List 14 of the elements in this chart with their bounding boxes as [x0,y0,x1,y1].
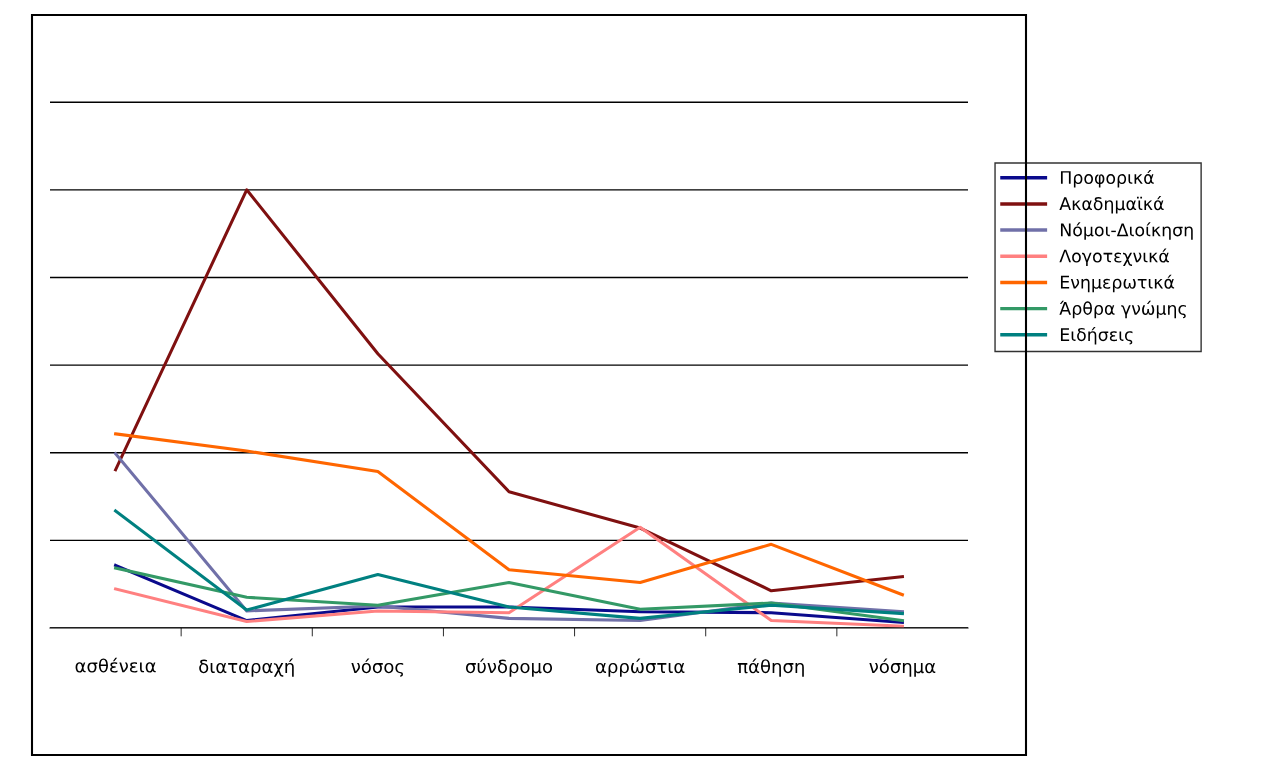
x-tick-label: σύνδρομο [465,658,553,677]
x-tick-label: διαταραχή [199,658,294,677]
legend-label: Λογοτεχνικά [1059,248,1169,266]
x-tick-label: ασθένεια [75,657,156,673]
legend-label: Άρθρα γνώμης [1059,300,1186,319]
x-tick-label: αρρώστια [596,658,685,677]
legend-label: Ειδήσεις [1060,327,1133,345]
legend-label: Ακαδημαϊκά [1059,196,1164,214]
x-tick-label: νόσημα [869,658,936,677]
x-tick-label: νόσος [351,658,404,677]
legend-label: Ενημερωτικά [1060,274,1175,293]
legend-label: Νόμοι-Διοίκηση [1060,222,1193,240]
x-tick-label: πάθηση [737,658,804,677]
legend-label: Προφορικά [1060,169,1154,188]
